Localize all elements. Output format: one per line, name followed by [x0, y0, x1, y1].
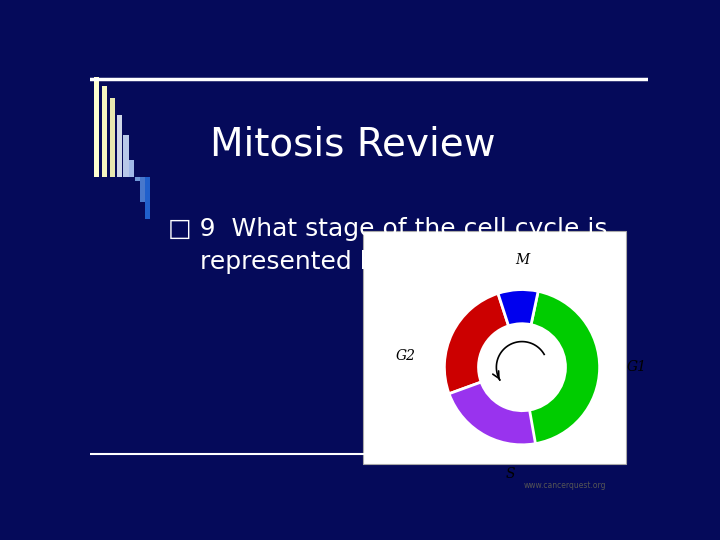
Bar	[129, 160, 134, 177]
Text: G1: G1	[627, 360, 647, 374]
Bar	[117, 114, 122, 177]
Bar	[135, 177, 140, 181]
Bar	[109, 98, 114, 177]
Bar	[145, 177, 150, 219]
Bar	[102, 85, 107, 177]
Text: M: M	[515, 253, 529, 267]
Bar	[94, 77, 99, 177]
Text: G2: G2	[395, 348, 415, 362]
Bar	[124, 136, 128, 177]
Wedge shape	[529, 291, 600, 444]
Wedge shape	[449, 382, 542, 445]
Wedge shape	[444, 293, 508, 394]
Text: represented by M?: represented by M?	[168, 250, 433, 274]
Text: □ 9  What stage of the cell cycle is: □ 9 What stage of the cell cycle is	[168, 217, 608, 240]
Text: Mitosis Review: Mitosis Review	[210, 125, 495, 163]
Bar	[140, 177, 145, 202]
Text: S: S	[505, 467, 515, 481]
Wedge shape	[498, 289, 538, 326]
Bar	[364, 231, 626, 464]
Text: www.cancerquest.org: www.cancerquest.org	[523, 481, 606, 490]
